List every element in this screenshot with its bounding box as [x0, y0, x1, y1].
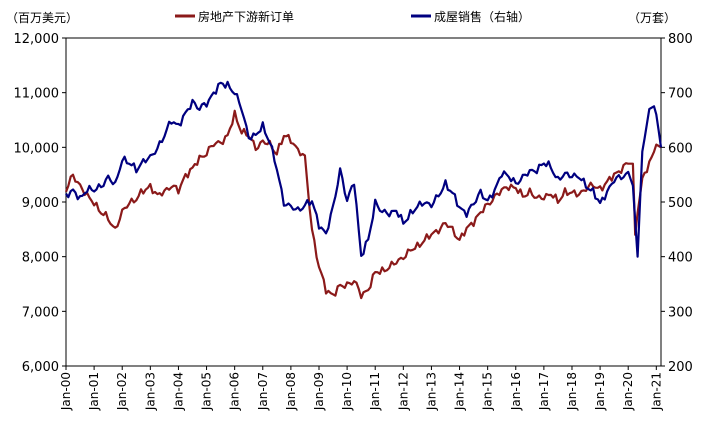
- x-axis-tick-label: Jan-05: [200, 372, 214, 411]
- series-line-new-orders: [64, 109, 662, 300]
- left-axis-tick-label: 9,000: [22, 196, 59, 211]
- x-axis-tick-label: Jan-09: [312, 372, 326, 411]
- x-axis-tick-label: Jan-06: [228, 372, 242, 411]
- x-axis-tick-label: Jan-08: [284, 372, 298, 411]
- x-axis-tick-label: Jan-00: [59, 372, 73, 411]
- x-axis-tick-label: Jan-01: [87, 372, 101, 411]
- x-axis-tick-label: Jan-10: [340, 372, 354, 411]
- x-axis-tick-label: Jan-21: [649, 372, 663, 411]
- right-axis-tick-label: 400: [668, 251, 693, 266]
- x-axis-tick-label: Jan-16: [509, 372, 523, 411]
- x-axis-tick-label: Jan-07: [256, 372, 270, 411]
- left-axis-unit: （百万美元）: [6, 11, 78, 25]
- x-axis-tick-label: Jan-18: [565, 372, 579, 411]
- right-axis-tick-label: 700: [668, 87, 693, 102]
- right-axis-tick-label: 500: [668, 196, 693, 211]
- legend-label-new-orders: 房地产下游新订单: [198, 9, 294, 24]
- legend: 房地产下游新订单 成屋销售（右轴）: [175, 9, 530, 24]
- right-axis-tick-label: 200: [668, 360, 693, 375]
- legend-label-home-sales: 成屋销售（右轴）: [434, 9, 530, 24]
- x-axis-tick-label: Jan-19: [593, 372, 607, 411]
- left-axis-tick-label: 6,000: [22, 360, 59, 375]
- left-axis-tick-label: 11,000: [14, 87, 60, 102]
- right-axis-tick-label: 800: [668, 32, 693, 47]
- x-axis-tick-label: Jan-03: [143, 372, 157, 411]
- left-axis-tick-label: 7,000: [22, 305, 59, 320]
- series-line-home-sales: [65, 80, 663, 258]
- right-axis-tick-label: 300: [668, 305, 693, 320]
- left-axis-tick-label: 8,000: [22, 251, 59, 266]
- x-axis: Jan-00 Jan-01 Jan-02 Jan-03 Jan-04 Jan-05 Jan-…: [59, 366, 663, 411]
- left-axis-tick-label: 12,000: [14, 32, 60, 47]
- x-axis-tick-label: Jan-13: [424, 372, 438, 411]
- right-axis-unit: （万套）: [628, 11, 676, 25]
- x-axis-tick-label: Jan-04: [171, 372, 185, 411]
- left-axis: 6,000 7,000 8,000 9,000 10,000 11,000 12,000: [14, 32, 66, 375]
- x-axis-tick-label: Jan-17: [537, 372, 551, 411]
- right-axis-tick-label: 600: [668, 141, 693, 156]
- plot-area: [65, 37, 662, 367]
- left-axis-tick-label: 10,000: [14, 141, 60, 156]
- right-axis: 200 300 400 500 600 700 800: [661, 32, 693, 375]
- x-axis-tick-label: Jan-11: [368, 372, 382, 411]
- x-axis-tick-label: Jan-15: [481, 372, 495, 411]
- x-axis-tick-label: Jan-12: [396, 372, 410, 411]
- x-axis-tick-label: Jan-14: [453, 372, 467, 411]
- x-axis-tick-label: Jan-20: [621, 372, 635, 411]
- x-axis-tick-label: Jan-02: [115, 372, 129, 411]
